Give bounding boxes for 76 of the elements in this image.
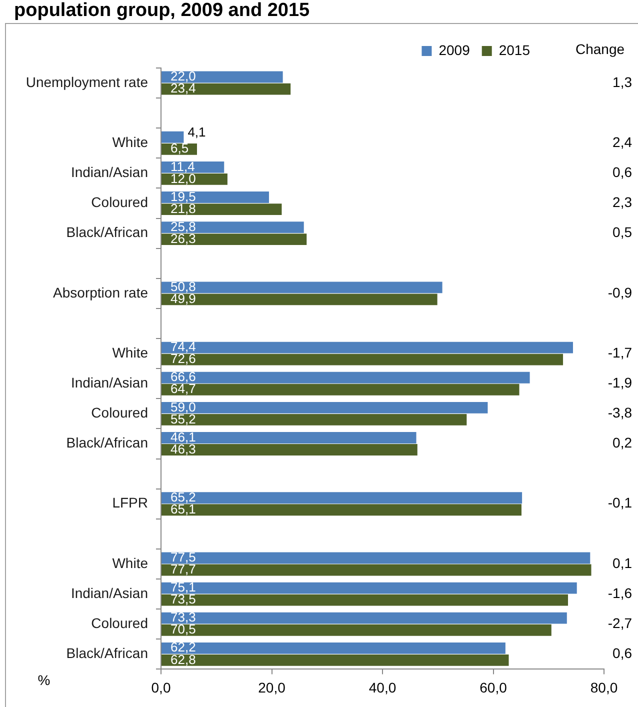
bar	[162, 642, 506, 654]
bar	[162, 564, 592, 576]
bar	[162, 192, 269, 203]
y-tick-label: Indian/Asian	[70, 164, 148, 180]
y-tick-label: Coloured	[91, 194, 148, 210]
y-tick-label: Coloured	[91, 404, 148, 421]
legend-label: 2015	[498, 42, 530, 58]
bar	[162, 552, 590, 564]
data-label: 25,8	[170, 218, 196, 234]
bar	[162, 71, 283, 83]
bar	[162, 504, 522, 516]
bar	[162, 234, 307, 246]
text: -1,6	[608, 584, 632, 601]
chart-title: population group, 2009 and 2015	[14, 0, 310, 22]
text: 2,4	[612, 134, 632, 150]
text: -1,9	[608, 374, 632, 390]
data-label: 6,5	[170, 140, 189, 156]
data-label: 59,0	[170, 399, 196, 414]
bar	[162, 282, 442, 294]
bar	[162, 654, 509, 666]
bar	[162, 83, 291, 95]
bar	[162, 402, 488, 414]
bar	[162, 444, 418, 456]
y-tick-label: Indian/Asian	[70, 584, 148, 601]
x-tick-label: 0,0	[151, 679, 171, 696]
bar	[162, 161, 224, 173]
text: Change	[575, 40, 625, 57]
bar	[162, 594, 568, 606]
y-tick-label: Black/African	[66, 645, 148, 662]
y-tick-label: Black/African	[66, 224, 148, 240]
x-tick-label: 40,0	[368, 679, 396, 696]
text: 0,5	[612, 224, 632, 240]
x-tick-label: 20,0	[258, 679, 286, 696]
bar	[162, 294, 438, 306]
text: 2,3	[612, 194, 632, 210]
text: -3,8	[608, 404, 632, 421]
bar	[162, 372, 530, 384]
y-tick-label: Unemployment rate	[26, 74, 148, 90]
text: 0,6	[612, 645, 632, 662]
data-label: 46,1	[170, 429, 196, 444]
y-tick-label: Indian/Asian	[70, 374, 148, 390]
y-tick-label: Coloured	[91, 614, 148, 631]
y-tick-label: Black/African	[66, 434, 148, 451]
text: 0,6	[612, 164, 632, 180]
y-tick-label: White	[112, 344, 148, 360]
bar	[162, 384, 520, 396]
text: -0,1	[608, 494, 632, 511]
y-tick-label: Absorption rate	[53, 284, 148, 300]
data-label: 19,5	[170, 188, 196, 204]
x-tick-label: 80,0	[590, 679, 618, 696]
bar	[162, 582, 577, 594]
text: 1,3	[612, 74, 632, 90]
bar	[162, 492, 522, 504]
data-label: 4,1	[188, 124, 206, 140]
data-label: 11,4	[170, 158, 195, 174]
bar	[162, 354, 564, 366]
data-label: 65,2	[170, 489, 196, 504]
x-tick-label: 60,0	[480, 679, 508, 696]
y-tick-label: White	[112, 134, 148, 150]
bar	[162, 612, 567, 624]
bar	[162, 414, 467, 426]
text: -0,9	[608, 284, 632, 300]
y-tick-label: LFPR	[112, 494, 148, 511]
bar	[162, 624, 552, 636]
x-axis-title: %	[38, 672, 50, 688]
text: -1,7	[608, 344, 632, 360]
bar	[162, 342, 573, 354]
bar	[162, 432, 416, 444]
text: 0,2	[612, 434, 632, 451]
bar	[162, 222, 304, 234]
bar	[162, 131, 184, 143]
text: -2,7	[608, 614, 632, 631]
y-tick-label: White	[112, 554, 148, 571]
bar	[162, 204, 282, 215]
legend-label: 2009	[438, 42, 470, 58]
text: 0,1	[612, 554, 632, 571]
